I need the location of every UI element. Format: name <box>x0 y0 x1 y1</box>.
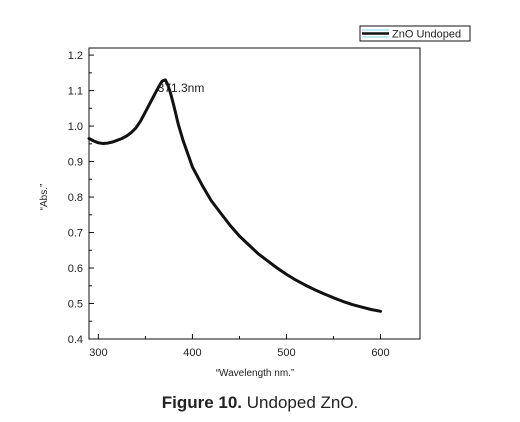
figure-caption-text: Undoped ZnO. <box>246 393 359 412</box>
legend: ZnO Undoped <box>359 25 471 42</box>
plot-frame <box>88 47 421 340</box>
y-tick-label: 1.0 <box>68 121 83 133</box>
y-tick-label: 0.4 <box>68 334 83 346</box>
y-tick-label: 0.5 <box>68 299 83 311</box>
x-tick-label: 400 <box>183 347 201 359</box>
series-layer <box>87 78 382 313</box>
y-tick-label: 1.2 <box>68 50 83 62</box>
x-tick-label: 500 <box>277 347 295 359</box>
peak-annotation: 371.3nm <box>158 81 205 95</box>
x-tick-label: 600 <box>371 347 389 359</box>
y-axis-label: “Abs.” <box>39 184 50 211</box>
x-tick-label: 300 <box>89 347 107 359</box>
y-tick-label: 1.1 <box>68 86 83 98</box>
y-tick-label: 0.9 <box>68 157 83 169</box>
x-axis-label: “Wavelength nm.” <box>216 368 295 379</box>
legend-entry-label: ZnO Undoped <box>392 29 461 41</box>
y-tick-label: 0.6 <box>68 263 83 275</box>
y-tick-label: 0.8 <box>68 192 83 204</box>
figure-caption: Figure 10. Undoped ZnO. <box>0 393 520 413</box>
figure-caption-label: Figure 10. <box>161 393 243 412</box>
absorbance-chart: 300 400 500 6000.40.50.60.70.80.91.01.11.2 … <box>39 25 471 379</box>
y-tick-label: 0.7 <box>68 228 83 240</box>
axis-ticks: 300 400 500 600 0.4 0.5 0.6 0.7 0.8 0.9 1.0 1.1 1.2 <box>68 50 390 359</box>
series-line-zno-undoped <box>87 78 382 313</box>
